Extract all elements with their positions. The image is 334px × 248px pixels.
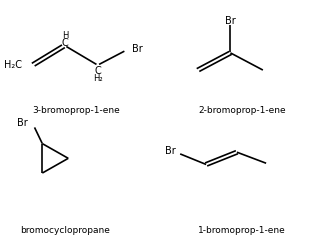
Text: Br: Br [132, 44, 143, 54]
Text: 1-bromoprop-1-ene: 1-bromoprop-1-ene [198, 226, 286, 235]
Text: Br: Br [225, 16, 236, 26]
Text: bromocyclopropane: bromocyclopropane [20, 226, 110, 235]
Text: 2-bromoprop-1-ene: 2-bromoprop-1-ene [198, 106, 286, 115]
Text: Br: Br [17, 118, 28, 128]
Text: H₂C: H₂C [4, 60, 22, 70]
Text: C: C [94, 66, 101, 76]
Text: H₂: H₂ [93, 74, 102, 84]
Text: 3-bromoprop-1-ene: 3-bromoprop-1-ene [32, 106, 120, 115]
Text: H: H [62, 31, 68, 40]
Text: Br: Br [165, 146, 175, 156]
Text: C: C [62, 38, 68, 48]
